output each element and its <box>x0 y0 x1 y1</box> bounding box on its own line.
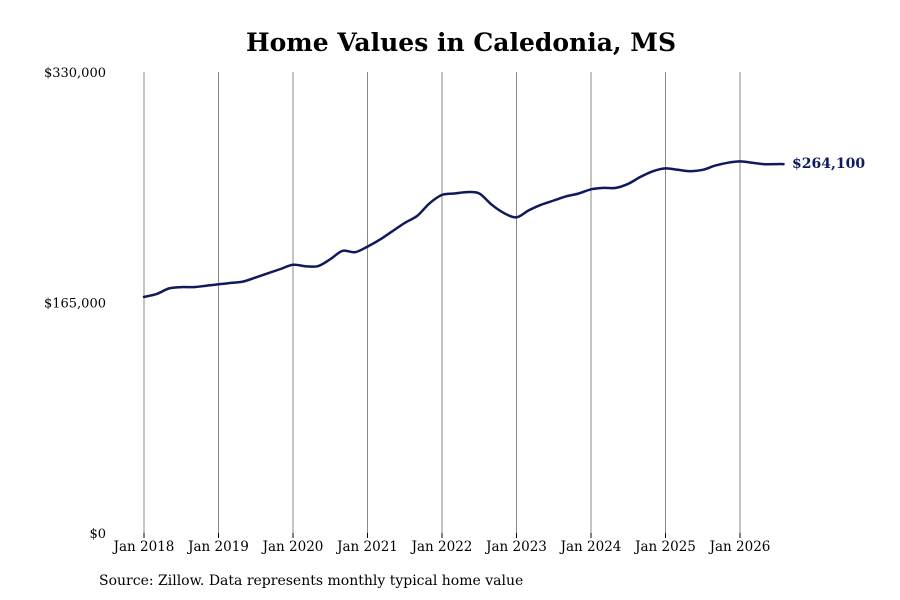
x-tick-label: Jan 2025 <box>633 539 696 555</box>
source-note: Source: Zillow. Data represents monthly … <box>99 573 524 589</box>
y-tick-label: $165,000 <box>44 297 106 312</box>
x-tick-label: Jan 2024 <box>559 539 622 555</box>
x-tick-label: Jan 2020 <box>261 539 324 555</box>
y-tick-label: $0 <box>89 527 106 542</box>
x-tick-label: Jan 2022 <box>410 539 473 555</box>
chart-title: Home Values in Caledonia, MS <box>245 28 677 57</box>
x-tick-label: Jan 2023 <box>484 539 547 555</box>
x-tick-label: Jan 2018 <box>112 539 175 555</box>
x-tick-label: Jan 2019 <box>186 539 249 555</box>
x-tick-label: Jan 2026 <box>708 539 771 555</box>
x-tick-label: Jan 2021 <box>335 539 398 555</box>
end-value-label: $264,100 <box>792 156 865 172</box>
series-line-home-value <box>142 160 785 299</box>
y-tick-label: $330,000 <box>44 66 106 81</box>
